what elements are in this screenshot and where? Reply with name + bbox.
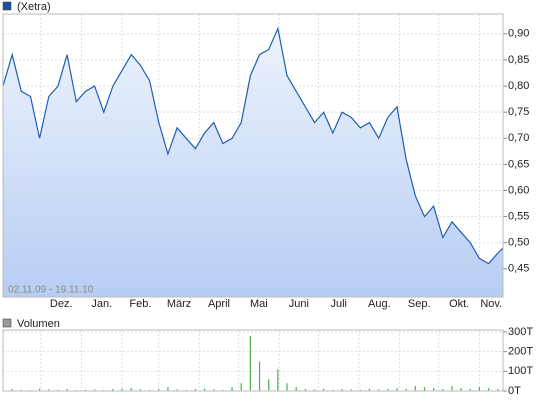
area bbox=[3, 28, 503, 297]
volume-bar bbox=[112, 389, 114, 391]
volume-bar bbox=[213, 389, 215, 391]
volume-bar bbox=[497, 389, 499, 391]
volume-bar bbox=[176, 389, 178, 391]
y-tick-label: 0,80 bbox=[508, 80, 529, 92]
plot-frame bbox=[2, 329, 504, 392]
volume-bar bbox=[148, 389, 151, 391]
volume-bar bbox=[350, 389, 352, 391]
y-tick-label: 0,90 bbox=[508, 28, 529, 40]
volume-bar bbox=[423, 387, 426, 391]
y-tick-label: 200T bbox=[508, 346, 533, 358]
x-tick-label: März bbox=[167, 298, 191, 310]
y-tick-label: 0,65 bbox=[508, 158, 529, 170]
y-tick-label: 0T bbox=[508, 385, 521, 397]
volume-bar bbox=[378, 389, 380, 391]
plot-border bbox=[2, 329, 504, 392]
volume-bar bbox=[332, 389, 334, 391]
x-tick-label: Sep. bbox=[408, 298, 431, 310]
y-tick-label: 0,50 bbox=[508, 237, 529, 249]
y-tick-label: 100T bbox=[508, 365, 533, 377]
legend-label: (Xetra) bbox=[17, 1, 51, 13]
volume-bar bbox=[130, 388, 132, 391]
x-tick-label: Dez. bbox=[50, 298, 73, 310]
volume-bar bbox=[268, 379, 270, 391]
y-tick-label: 0,85 bbox=[508, 54, 529, 66]
volume-bar bbox=[222, 389, 224, 391]
volume-bar bbox=[295, 387, 297, 391]
volume-bar bbox=[240, 383, 242, 391]
volume-bar bbox=[277, 369, 279, 391]
y-tick-label: 0,45 bbox=[508, 263, 529, 275]
x-tick-label: Okt. bbox=[449, 298, 469, 310]
legend-swatch bbox=[2, 1, 12, 11]
volume-bar bbox=[121, 388, 123, 391]
plot-border bbox=[2, 13, 504, 298]
volume-bar bbox=[359, 389, 361, 391]
volume-bar bbox=[286, 383, 288, 391]
volume-bar bbox=[460, 388, 462, 391]
volume-bar bbox=[84, 389, 87, 391]
volume-bar bbox=[433, 388, 435, 391]
x-tick-label: Jan. bbox=[91, 298, 112, 310]
volume-bar bbox=[387, 389, 389, 391]
y-tick-label: 0,70 bbox=[508, 132, 529, 144]
legend-label: Volumen bbox=[17, 318, 60, 330]
volume-bar bbox=[488, 388, 490, 391]
price-line bbox=[2, 26, 504, 265]
volume-bar bbox=[185, 389, 187, 391]
y-tick-label: 0,55 bbox=[508, 210, 529, 222]
volume-bar bbox=[167, 387, 169, 391]
legend-swatch bbox=[2, 318, 12, 328]
volume-bar bbox=[405, 388, 407, 391]
volume-bar bbox=[396, 388, 398, 391]
x-tick-label: Nov. bbox=[480, 298, 502, 310]
x-tick-label: Mai bbox=[250, 298, 268, 310]
x-tick-label: April bbox=[208, 298, 230, 310]
volume-bar bbox=[139, 389, 142, 391]
volume-bar bbox=[341, 389, 343, 391]
volume-bar bbox=[451, 386, 453, 391]
volume-bar bbox=[442, 389, 444, 391]
volume-bar bbox=[203, 388, 206, 391]
volume-bar bbox=[368, 388, 371, 391]
volume-bar bbox=[258, 361, 261, 391]
volume-bar bbox=[478, 387, 481, 391]
volume-bar bbox=[414, 386, 416, 391]
volume-bar bbox=[469, 388, 471, 391]
volume-bar bbox=[57, 389, 59, 391]
volume-bar bbox=[323, 388, 325, 391]
volume-bar bbox=[158, 389, 160, 391]
volume-bar bbox=[231, 387, 233, 391]
date-range: 02.11.09 - 19.11.10 bbox=[8, 285, 94, 296]
x-tick-label: Juni bbox=[289, 298, 309, 310]
volume-bar bbox=[20, 389, 22, 391]
volume-bar bbox=[249, 335, 251, 391]
volume-bar bbox=[194, 389, 197, 391]
volume-bar bbox=[66, 389, 68, 391]
y-tick-label: 0,60 bbox=[508, 184, 529, 196]
x-tick-label: Feb. bbox=[129, 298, 151, 310]
volume-bar bbox=[48, 389, 50, 391]
volume-bar bbox=[94, 389, 96, 391]
volume-bar bbox=[11, 389, 13, 391]
y-tick-label: 300T bbox=[508, 326, 533, 338]
x-tick-label: Aug. bbox=[368, 298, 391, 310]
x-tick-label: Juli bbox=[330, 298, 347, 310]
volume-bar bbox=[313, 389, 316, 391]
volume-bar bbox=[39, 388, 41, 391]
y-tick-label: 0,75 bbox=[508, 106, 529, 118]
volume-bar bbox=[304, 389, 306, 391]
